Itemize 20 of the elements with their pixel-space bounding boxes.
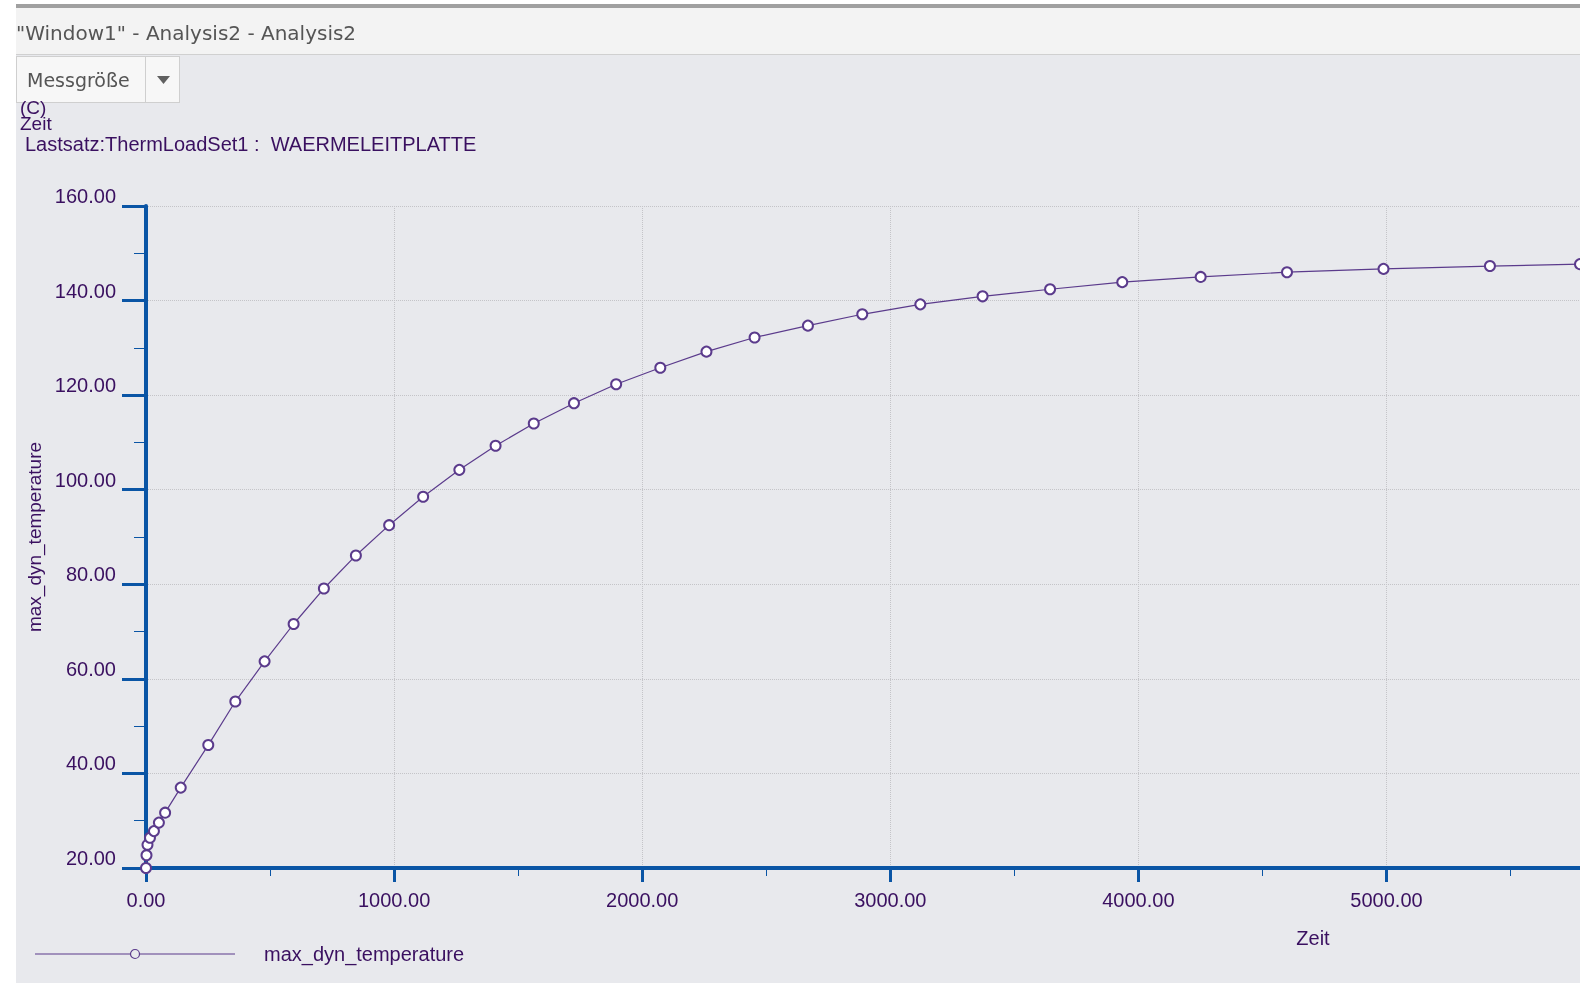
chart-title: Lastsatz:ThermLoadSet1 : WAERMELEITPLATTE <box>25 133 477 155</box>
y-tick-label: 80.00 <box>65 563 116 586</box>
x-tick-label: 2000.00 <box>606 889 679 911</box>
y-tick-label: 60.00 <box>65 657 116 680</box>
x-tick-label: 4000.00 <box>1102 889 1175 911</box>
y-axis-title: max_dyn_temperature <box>23 441 46 633</box>
text: "Window1" - Analysis2 - Analysis2 <box>16 21 357 45</box>
x-tick-label: 0.00 <box>126 889 166 911</box>
y-tick-label: 100.00 <box>54 468 116 491</box>
y-tick-label: 20.00 <box>65 847 116 869</box>
x-tick-label: 1000.00 <box>357 889 431 911</box>
x-tick-label: 5000.00 <box>1350 889 1423 911</box>
x-axis-title: Zeit <box>1296 927 1331 949</box>
y-tick-label: 160.00 <box>54 185 116 207</box>
text: max_dyn_temperature <box>264 943 465 966</box>
y-tick-label: 120.00 <box>54 374 116 397</box>
x-tick-label: 3000.00 <box>854 889 927 911</box>
text: Messgröße <box>27 69 130 91</box>
y-tick-label: 40.00 <box>65 752 116 775</box>
y-tick-label: 140.00 <box>54 279 116 302</box>
